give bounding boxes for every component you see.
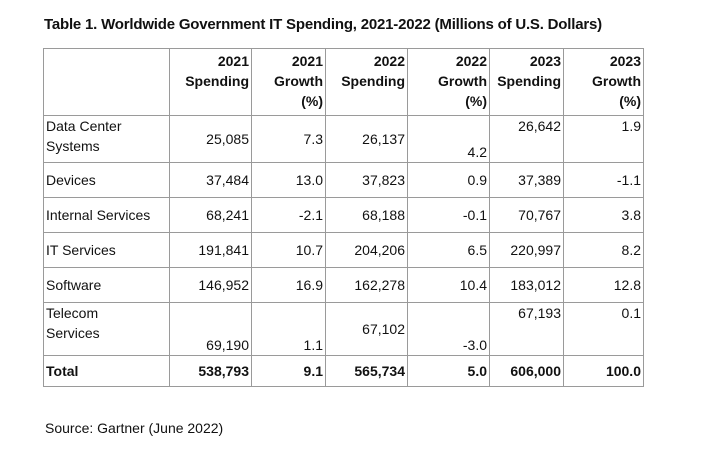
cell: 26,137 <box>325 115 408 163</box>
cell: 37,484 <box>169 162 252 198</box>
cell: 16.9 <box>251 267 326 303</box>
cell: 37,823 <box>325 162 408 198</box>
cell: 0.9 <box>407 162 490 198</box>
table-row: Software 146,952 16.9 162,278 10.4 183,0… <box>43 267 644 303</box>
cell: 69,190 <box>169 302 252 356</box>
cell: 68,241 <box>169 197 252 233</box>
cell: 191,841 <box>169 232 252 268</box>
header-2021-growth: 2021 Growth (%) <box>251 48 326 116</box>
cell: 204,206 <box>325 232 408 268</box>
cell: 7.3 <box>251 115 326 163</box>
row-label: Devices <box>43 162 170 198</box>
table-row: Devices 37,484 13.0 37,823 0.9 37,389 -1… <box>43 162 644 198</box>
header-2023-spending: 2023 Spending <box>489 48 564 116</box>
cell: 220,997 <box>489 232 564 268</box>
cell: 10.4 <box>407 267 490 303</box>
cell: 10.7 <box>251 232 326 268</box>
header-row: 2021 Spending 2021 Growth (%) 2022 Spending … <box>43 48 644 116</box>
row-label: Software <box>43 267 170 303</box>
table-row: Data Center Systems 25,085 7.3 26,137 4.2… <box>43 115 644 163</box>
cell: -1.1 <box>563 162 644 198</box>
row-label: Telecom Services <box>43 302 170 356</box>
cell: 183,012 <box>489 267 564 303</box>
cell: 3.8 <box>563 197 644 233</box>
cell: 162,278 <box>325 267 408 303</box>
header-2022-growth: 2022 Growth (%) <box>407 48 490 116</box>
cell: 70,767 <box>489 197 564 233</box>
cell: 0.1 <box>563 302 644 356</box>
table-row: Internal Services 68,241 -2.1 68,188 -0.… <box>43 197 644 233</box>
cell: 9.1 <box>251 355 326 387</box>
header-empty <box>43 48 170 116</box>
total-row: Total 538,793 9.1 565,734 5.0 606,000 10… <box>43 355 644 387</box>
row-label: IT Services <box>43 232 170 268</box>
cell: -2.1 <box>251 197 326 233</box>
cell: 100.0 <box>563 355 644 387</box>
source-note: Source: Gartner (June 2022) <box>45 420 224 436</box>
header-2022-spending: 2022 Spending <box>325 48 408 116</box>
cell: 67,102 <box>325 302 408 356</box>
cell: 1.9 <box>563 115 644 163</box>
cell: 1.1 <box>251 302 326 356</box>
table-row: Telecom Services 69,190 1.1 67,102 -3.0 6… <box>43 302 644 356</box>
cell: 37,389 <box>489 162 564 198</box>
cell: 12.8 <box>563 267 644 303</box>
cell: 67,193 <box>489 302 564 356</box>
header-2021-spending: 2021 Spending <box>169 48 252 116</box>
table-row: IT Services 191,841 10.7 204,206 6.5 220… <box>43 232 644 268</box>
row-label: Internal Services <box>43 197 170 233</box>
header-2023-growth: 2023 Growth (%) <box>563 48 644 116</box>
cell: 8.2 <box>563 232 644 268</box>
cell: 13.0 <box>251 162 326 198</box>
spending-table: 2021 Spending 2021 Growth (%) 2022 Spending … <box>43 48 644 387</box>
cell: -3.0 <box>407 302 490 356</box>
cell: 146,952 <box>169 267 252 303</box>
row-label: Data Center Systems <box>43 115 170 163</box>
cell: 26,642 <box>489 115 564 163</box>
cell: 538,793 <box>169 355 252 387</box>
cell: 6.5 <box>407 232 490 268</box>
cell: 606,000 <box>489 355 564 387</box>
table-title: Table 1. Worldwide Government IT Spendin… <box>44 16 602 33</box>
cell: 68,188 <box>325 197 408 233</box>
cell: 565,734 <box>325 355 408 387</box>
cell: 25,085 <box>169 115 252 163</box>
cell: -0.1 <box>407 197 490 233</box>
cell: 5.0 <box>407 355 490 387</box>
cell: 4.2 <box>407 115 490 163</box>
total-label: Total <box>43 355 170 387</box>
